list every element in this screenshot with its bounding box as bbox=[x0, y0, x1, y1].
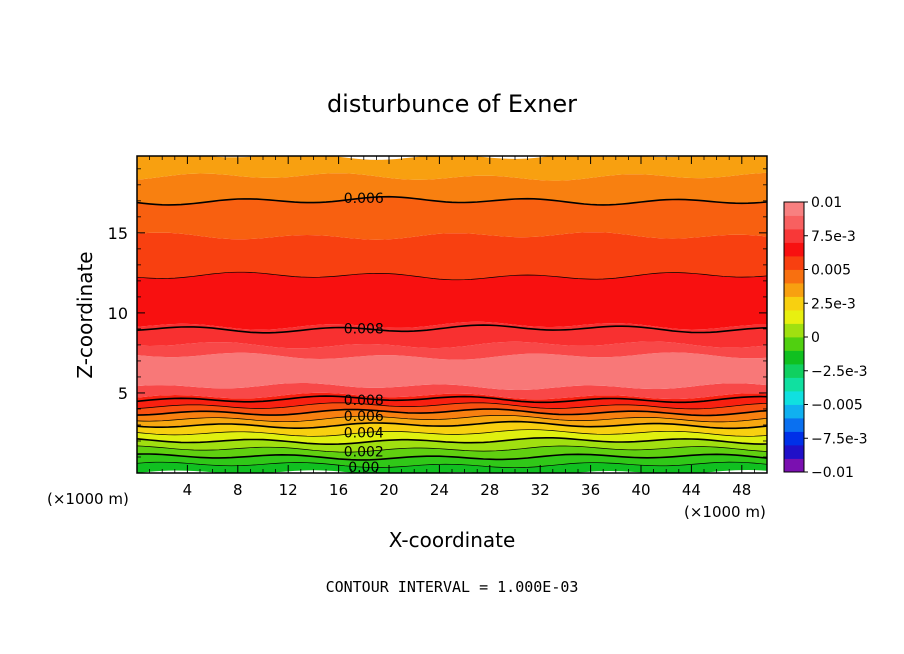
colorbar-label: 0.01 bbox=[811, 195, 842, 211]
x-unit-right: (×1000 m) bbox=[684, 503, 766, 521]
contour-line-9 bbox=[137, 395, 767, 404]
colorbar: 0.01 7.5e-3 0.005 2.5e-3 0 −2.5e-3 −0.005 −7.5e… bbox=[783, 195, 868, 481]
contour-band-2 bbox=[137, 445, 767, 460]
colorbar-swatch bbox=[784, 323, 804, 338]
contour-band-1 bbox=[137, 454, 767, 468]
contour-line-5 bbox=[137, 420, 767, 430]
contour-line-12 bbox=[137, 195, 767, 206]
contour-line-4 bbox=[137, 429, 767, 437]
colorbar-swatch bbox=[784, 242, 804, 257]
x-tick-label: 12 bbox=[279, 481, 298, 499]
x-axis-label: X-coordinate bbox=[389, 528, 516, 552]
contour-band-3 bbox=[137, 437, 767, 453]
contour-band-5 bbox=[137, 421, 767, 437]
colorbar-swatch bbox=[784, 337, 804, 351]
y-axis-label: Z-coordinate bbox=[73, 251, 97, 378]
colorbar-label: −0.01 bbox=[811, 465, 854, 481]
colorbar-label: −2.5e-3 bbox=[811, 364, 868, 380]
contour-line-6 bbox=[137, 414, 767, 423]
colorbar-swatch bbox=[784, 229, 804, 243]
colorbar-label: 2.5e-3 bbox=[811, 296, 856, 312]
y-tick-label: 5 bbox=[118, 384, 128, 403]
colorbar-label: 7.5e-3 bbox=[811, 229, 856, 245]
contour-line-2 bbox=[137, 445, 767, 453]
x-tick-label: 28 bbox=[480, 481, 499, 499]
colorbar-swatch bbox=[784, 458, 804, 473]
contour-band-18 bbox=[137, 156, 767, 181]
chart-title: disturbunce of Exner bbox=[327, 90, 577, 118]
x-tick-label: 44 bbox=[682, 481, 701, 499]
contour-band-14 bbox=[137, 272, 767, 330]
x-tick-label: 20 bbox=[379, 481, 398, 499]
contour-label: 0.006 bbox=[344, 191, 384, 207]
contour-line-3 bbox=[137, 436, 767, 446]
contour-band-4 bbox=[137, 429, 767, 445]
colorbar-label: 0 bbox=[811, 330, 820, 346]
y-axis-ticks: 5 10 15 bbox=[108, 168, 767, 458]
colorbar-label: −7.5e-3 bbox=[811, 431, 868, 447]
x-tick-label: 24 bbox=[430, 481, 449, 499]
contour-line-7 bbox=[137, 408, 767, 417]
contour-band-0 bbox=[137, 462, 767, 473]
contour-line-0 bbox=[137, 461, 767, 469]
contour-band-11 bbox=[137, 352, 767, 390]
x-tick-label: 4 bbox=[183, 481, 193, 499]
contour-line-10 bbox=[137, 324, 767, 334]
x-tick-label: 40 bbox=[631, 481, 650, 499]
contour-label: 0.008 bbox=[344, 393, 384, 409]
colorbar-swatch bbox=[784, 445, 804, 459]
contour-band-8 bbox=[137, 402, 767, 416]
contour-label: 0.00 bbox=[348, 460, 379, 476]
x-tick-label: 32 bbox=[531, 481, 550, 499]
contour-label: 0.006 bbox=[344, 409, 384, 425]
colorbar-swatch bbox=[784, 310, 804, 324]
contour-interval-footer: CONTOUR INTERVAL = 1.000E-03 bbox=[326, 578, 579, 596]
contour-line-8 bbox=[137, 402, 767, 410]
colorbar-swatch bbox=[784, 377, 804, 392]
contour-line-1 bbox=[137, 453, 767, 461]
colorbar-swatch bbox=[784, 256, 804, 270]
colorbar-label: 0.005 bbox=[811, 263, 851, 279]
x-axis-ticks: 4 8 12 16 20 24 28 32 36 40 44 48 bbox=[149, 156, 755, 499]
colorbar-swatch bbox=[784, 215, 804, 230]
contour-band-10 bbox=[137, 383, 767, 400]
colorbar-swatch bbox=[784, 350, 804, 365]
colorbar-swatch bbox=[784, 431, 804, 446]
x-tick-label: 8 bbox=[233, 481, 243, 499]
contour-band-13 bbox=[137, 321, 767, 349]
y-tick-label: 15 bbox=[108, 224, 128, 243]
plot-area bbox=[137, 156, 767, 473]
x-unit-left: (×1000 m) bbox=[47, 490, 129, 508]
x-tick-label: 36 bbox=[581, 481, 600, 499]
colorbar-swatch bbox=[784, 391, 804, 405]
contour-band-12 bbox=[137, 341, 767, 360]
contour-label: 0.008 bbox=[344, 322, 384, 338]
y-tick-label: 10 bbox=[108, 304, 128, 323]
contour-label: 0.004 bbox=[344, 426, 384, 442]
colorbar-swatch bbox=[784, 296, 804, 311]
colorbar-swatch bbox=[784, 202, 804, 216]
contour-band-16 bbox=[137, 196, 767, 240]
contour-label: 0.002 bbox=[344, 445, 384, 461]
x-tick-label: 48 bbox=[732, 481, 751, 499]
colorbar-swatch bbox=[784, 283, 804, 297]
contour-band-17 bbox=[137, 172, 767, 205]
colorbar-swatch bbox=[784, 364, 804, 378]
contour-band-15 bbox=[137, 232, 767, 280]
colorbar-swatch bbox=[784, 418, 804, 432]
colorbar-swatch bbox=[784, 269, 804, 284]
contour-line-11 bbox=[137, 271, 767, 281]
colorbar-label: −0.005 bbox=[811, 398, 863, 414]
x-tick-label: 16 bbox=[329, 481, 348, 499]
contour-band-6 bbox=[137, 415, 767, 429]
colorbar-swatch bbox=[784, 404, 804, 419]
